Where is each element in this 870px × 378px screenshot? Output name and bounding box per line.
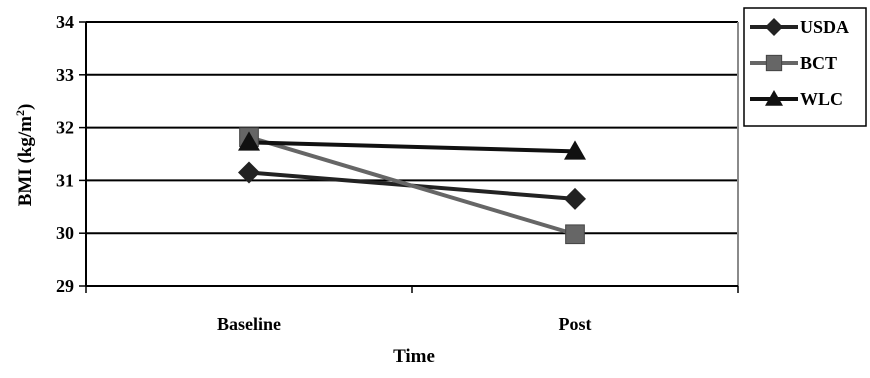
gridlines	[86, 21, 738, 235]
series-line-bct	[248, 135, 576, 237]
y-tick-label-29: 29	[56, 276, 74, 296]
y-tick-label-32: 32	[56, 118, 74, 138]
legend-marker-usda	[765, 18, 783, 36]
y-axis-title-close: )	[15, 104, 36, 110]
series-line-wlc	[248, 140, 576, 154]
y-axis-title-main: BMI (kg/m	[15, 116, 36, 206]
marker-wlc-post	[564, 140, 586, 160]
legend-marker-bct	[765, 54, 783, 72]
y-axis-title-superscript: 2	[13, 110, 27, 116]
marker-wlc-baseline	[238, 131, 260, 151]
legend: USDA BCT WLC	[743, 7, 867, 127]
tick-labels: 29 30 31 32 33 34 Baseline Post	[56, 12, 592, 334]
series-group	[238, 127, 586, 245]
y-axis-title: BMI (kg/m2)	[13, 104, 36, 207]
legend-items: USDA BCT WLC	[750, 17, 849, 109]
axes	[79, 21, 739, 293]
x-tick-label-post: Post	[559, 314, 592, 334]
x-tick-label-baseline: Baseline	[217, 314, 281, 334]
y-tick-label-31: 31	[56, 170, 74, 190]
y-tick-label-34: 34	[56, 12, 74, 32]
legend-marker-wlc	[765, 90, 783, 106]
y-tick-label-30: 30	[56, 223, 74, 243]
legend-label-bct: BCT	[800, 53, 837, 73]
y-tick-label-33: 33	[56, 65, 74, 85]
marker-bct-post	[565, 224, 585, 245]
legend-label-usda: USDA	[800, 17, 849, 37]
marker-usda-post	[564, 187, 586, 210]
marker-usda-baseline	[238, 161, 260, 184]
legend-label-wlc: WLC	[800, 89, 843, 109]
x-axis-title: Time	[393, 346, 435, 367]
